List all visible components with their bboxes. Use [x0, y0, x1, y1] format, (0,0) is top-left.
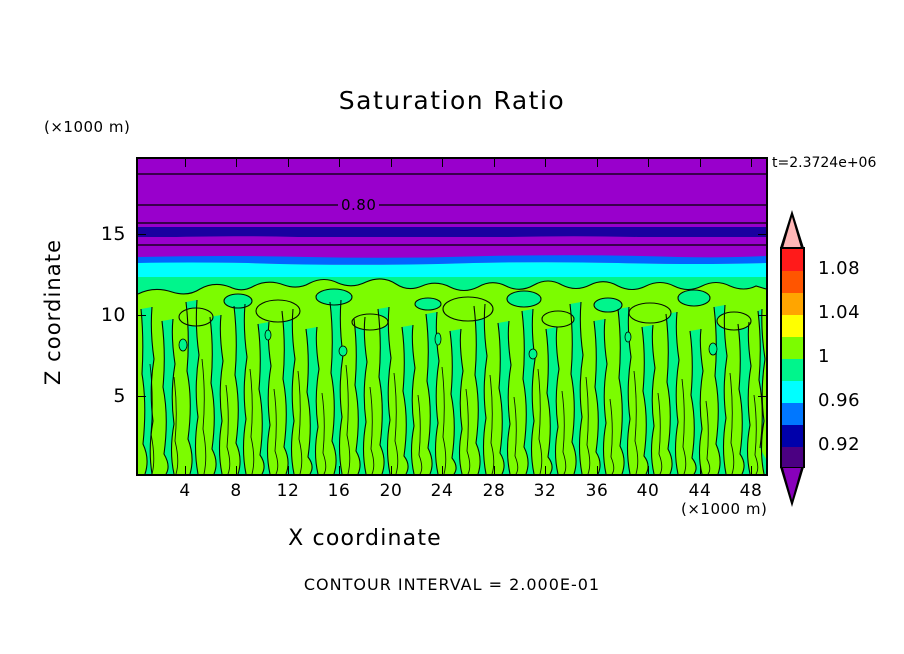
x-tick-label: 12 [276, 481, 300, 501]
colorbar-band [782, 381, 803, 404]
colorbar-band [782, 337, 803, 360]
colorbar-tick-label: 0.96 [818, 390, 861, 411]
x-tick-label: 36 [585, 481, 609, 501]
x-tick-label: 4 [179, 481, 191, 501]
colorbar-band [782, 425, 803, 448]
colorbar-bands [780, 247, 805, 468]
x-tick-label: 28 [482, 481, 506, 501]
x-tick-label: 40 [636, 481, 660, 501]
page-title: Saturation Ratio [338, 86, 566, 115]
colorbar-band [782, 315, 803, 338]
colorbar-under-arrow [783, 468, 801, 500]
colorbar-tick-label: 0.92 [818, 434, 861, 455]
y-tick-label: 15 [100, 223, 126, 245]
x-tick-label: 8 [230, 481, 242, 501]
x-tick-label: 32 [533, 481, 557, 501]
x-tick-label: 16 [327, 481, 351, 501]
y-tick-label: 5 [113, 385, 126, 407]
x-tick-label: 20 [379, 481, 403, 501]
y-axis-units-label: (×1000 m) [44, 118, 131, 136]
colorbar-tick-label: 1.04 [818, 302, 861, 323]
colorbar-tick-label: 1.08 [818, 258, 861, 279]
contour-line-label-080: 0.80 [338, 198, 380, 213]
colorbar[interactable]: 1.08 1.04 1 0.96 0.92 [778, 210, 860, 520]
x-tick-label: 24 [430, 481, 454, 501]
x-axis-title: X coordinate [288, 526, 442, 551]
contour-svg [138, 159, 766, 474]
contour-interval-caption: CONTOUR INTERVAL = 2.000E-01 [303, 575, 601, 594]
contour-plot-area[interactable]: 0.80 [136, 157, 768, 476]
x-tick-label: 48 [739, 481, 763, 501]
colorbar-over-arrow [783, 217, 801, 248]
colorbar-band [782, 359, 803, 382]
colorbar-band [782, 447, 803, 467]
contour-field [138, 159, 766, 474]
colorbar-band [782, 293, 803, 316]
colorbar-tick-label: 1 [818, 346, 830, 367]
y-tick-label: 10 [100, 304, 126, 326]
y-axis-title: Z coordinate [41, 238, 65, 386]
time-annotation: t=2.3724e+06 [772, 155, 877, 171]
x-tick-label: 44 [688, 481, 712, 501]
colorbar-band [782, 249, 803, 272]
colorbar-band [782, 271, 803, 294]
colorbar-band [782, 403, 803, 426]
x-axis-units-label: (×1000 m) [681, 500, 768, 518]
